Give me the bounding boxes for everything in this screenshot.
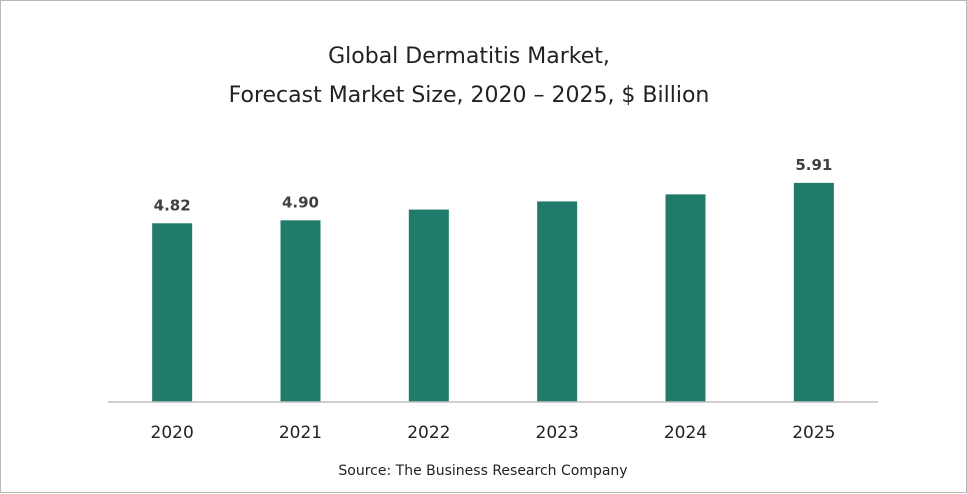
x-tick-2025: 2025 — [792, 423, 835, 443]
data-label-2020: 4.82 — [154, 196, 191, 214]
x-tick-2021: 2021 — [279, 423, 322, 443]
source-note: Source: The Business Research Company — [338, 463, 627, 479]
bar-2021 — [280, 220, 321, 402]
bars-group: 4.82 4.90 5.91 — [152, 156, 834, 402]
chart-title-line-2: Forecast Market Size, 2020 – 2025, $ Bil… — [229, 83, 710, 108]
x-tick-2022: 2022 — [407, 423, 450, 443]
bar-2022 — [408, 209, 449, 402]
chart-title-line-1: Global Dermatitis Market, — [328, 44, 610, 69]
x-tick-2024: 2024 — [664, 423, 707, 443]
x-tick-2020: 2020 — [151, 423, 194, 443]
data-label-2021: 4.90 — [282, 193, 319, 211]
x-tick-2023: 2023 — [536, 423, 579, 443]
bar-2020 — [152, 223, 193, 402]
x-tick-labels: 2020 2021 2022 2023 2024 2025 — [151, 423, 836, 443]
bar-2023 — [537, 201, 578, 402]
bar-2024 — [665, 194, 706, 402]
data-label-2025: 5.91 — [795, 156, 832, 174]
bar-2025 — [793, 182, 834, 402]
